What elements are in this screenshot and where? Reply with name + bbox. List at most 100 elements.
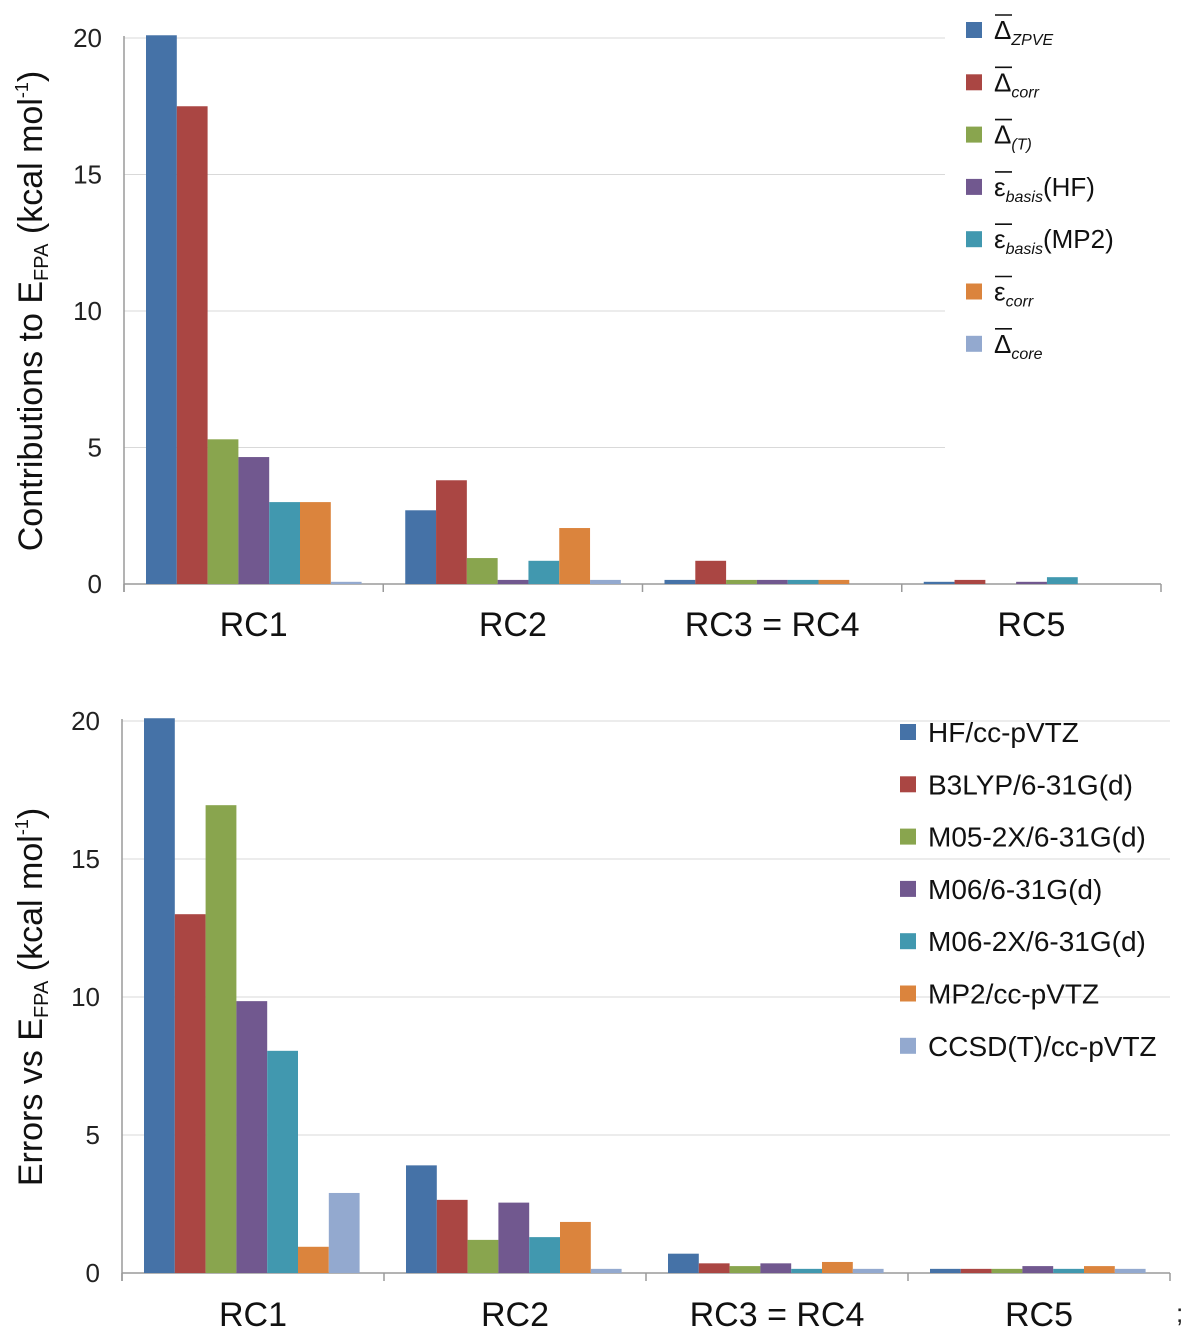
bar [146, 35, 177, 584]
legend-label: CCSD(T)/cc-pVTZ [928, 1031, 1157, 1062]
legend-label: M05-2X/6-31G(d) [928, 822, 1146, 853]
legend-label: εcorr [994, 277, 1034, 311]
bar [818, 579, 850, 584]
x-category-label: RC1 [220, 606, 288, 644]
legend-label: Δcore [994, 329, 1043, 363]
bar [467, 1239, 499, 1273]
y-axis-title-text: Errors vs E [12, 1018, 50, 1186]
legend-swatch [900, 880, 916, 897]
y-axis-title-subscript: FPA [31, 980, 53, 1018]
y-axis-title: Contributions to EFPA (kcal mol-1) [12, 71, 53, 552]
bar [560, 1221, 591, 1273]
bar [497, 579, 529, 584]
bar [1053, 1268, 1084, 1273]
y-tick-label: 20 [73, 23, 102, 53]
legend-label-subscript: corr [1006, 294, 1034, 311]
legend-swatch [966, 335, 982, 352]
bar [787, 579, 819, 584]
y-axis-title-text: (kcal mol [12, 835, 50, 980]
legend-swatch [900, 724, 916, 740]
legend-label: HF/cc-pVTZ [928, 717, 1079, 748]
legend-swatch [966, 126, 982, 143]
y-axis-title-superscript: -1 [12, 819, 32, 835]
bar [405, 510, 437, 584]
bar [436, 480, 467, 584]
bar [590, 1268, 622, 1273]
legend-label: MP2/cc-pVTZ [928, 979, 1099, 1010]
y-tick-label: 15 [71, 844, 100, 874]
x-category-label: RC2 [481, 1296, 549, 1332]
bar [176, 106, 208, 584]
legend-label: εbasis(MP2) [994, 224, 1114, 258]
bar [174, 914, 206, 1273]
y-axis-title: Errors vs EFPA (kcal mol-1) [12, 808, 53, 1186]
legend-swatch [966, 231, 982, 248]
legend-swatch [900, 828, 916, 845]
legend-swatch [900, 776, 916, 793]
bar [238, 457, 270, 584]
bar [668, 1253, 699, 1273]
bar [1084, 1266, 1115, 1273]
bar [991, 1268, 1023, 1273]
bar [298, 1246, 329, 1273]
bar [664, 579, 696, 584]
legend-label-symbol: Δ [994, 120, 1011, 150]
x-category-label: RC3 = RC4 [690, 1296, 865, 1332]
bar [695, 560, 727, 584]
bar [791, 1268, 822, 1273]
bar [1114, 1268, 1146, 1273]
bar [960, 1268, 992, 1273]
legend-swatch [900, 985, 916, 1002]
y-axis-title-subscript: FPA [31, 243, 53, 281]
bar [954, 579, 986, 584]
bar [923, 581, 955, 584]
legend-label: Δ(T) [994, 120, 1032, 154]
y-tick-label: 15 [73, 160, 102, 190]
legend-label: εbasis(HF) [994, 172, 1095, 206]
bar [269, 502, 300, 584]
chart-errors: 0 5 10 15 20 RC1 RC2 RC3 = RC4 RC5 Errors vs EFPA… [12, 706, 1171, 1332]
y-axis-title-text: (kcal mol [12, 98, 50, 243]
x-category-label: RC5 [1005, 1296, 1073, 1332]
legend-label: Δcorr [994, 67, 1040, 101]
footer-mark: ; [1176, 1298, 1183, 1328]
y-axis-title-text: ) [12, 808, 50, 819]
y-tick-label: 10 [71, 982, 100, 1012]
legend-swatch [900, 1037, 916, 1054]
legend-label-subscript: core [1011, 346, 1042, 363]
bar [436, 1199, 468, 1273]
bar [498, 1202, 530, 1273]
legend-label-subscript: ZPVE [1010, 32, 1053, 49]
bar [822, 1261, 853, 1273]
y-tick-label: 5 [86, 1120, 100, 1150]
bar [267, 1050, 298, 1273]
legend-swatch [966, 283, 982, 300]
bar [852, 1268, 884, 1273]
bar [756, 579, 788, 584]
bar [528, 560, 560, 584]
legend-label-symbol: ε [994, 277, 1006, 307]
legend-swatch [966, 74, 982, 91]
legend-label-subscript: corr [1011, 84, 1039, 101]
legend-label-subscript: basis [1006, 241, 1043, 258]
legend-swatch [966, 22, 982, 38]
bar [930, 1268, 961, 1273]
bar [300, 502, 331, 584]
bar [205, 805, 237, 1273]
legend-label-symbol: ε [994, 172, 1006, 202]
legend-label: M06/6-31G(d) [928, 874, 1102, 905]
bar [729, 1266, 761, 1273]
y-tick-label: 20 [71, 706, 100, 736]
bar [236, 1001, 268, 1273]
y-tick-label: 0 [88, 569, 102, 599]
bar [698, 1263, 730, 1273]
x-category-label: RC5 [997, 606, 1065, 644]
bar [207, 439, 239, 584]
legend-swatch [966, 178, 982, 195]
legend-label-subscript: (T) [1011, 137, 1031, 154]
bar [726, 579, 757, 584]
bar [330, 581, 362, 584]
y-axis-title-superscript: -1 [12, 82, 32, 98]
y-tick-label: 0 [86, 1258, 100, 1288]
